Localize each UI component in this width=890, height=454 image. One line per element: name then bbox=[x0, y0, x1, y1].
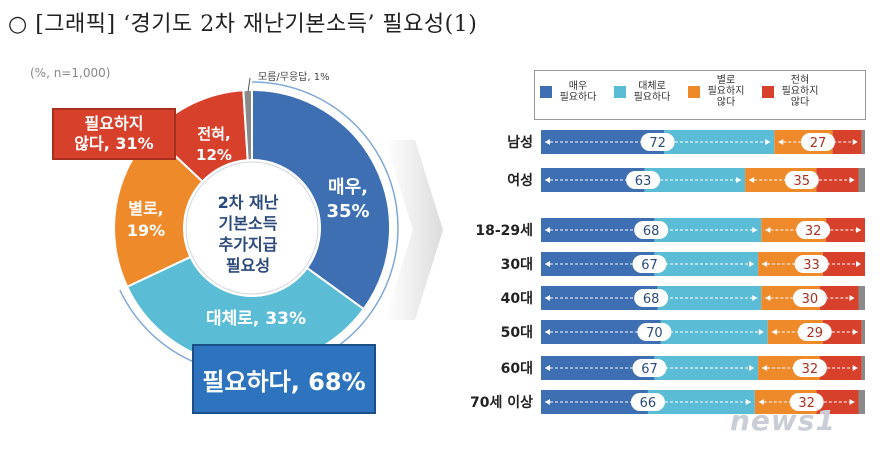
bar-segment bbox=[858, 168, 865, 192]
legend-label: 전혀 필요하지 않다 bbox=[781, 75, 819, 108]
need-total-label: 68 bbox=[643, 224, 660, 239]
need-total-pill bbox=[640, 133, 675, 151]
slice-label-very: 매우, 35% bbox=[326, 177, 370, 222]
callout-not-need: 필요하지 않다, 31% bbox=[52, 108, 176, 160]
center-line: 2차 재난 bbox=[217, 193, 279, 212]
row-label: 18-29세 bbox=[475, 223, 533, 239]
need-total-pill bbox=[637, 323, 672, 341]
not-need-total-label: 32 bbox=[802, 362, 819, 377]
not-need-total-label: 27 bbox=[810, 136, 827, 151]
need-total-label: 66 bbox=[640, 396, 657, 411]
not-need-total-pill bbox=[796, 221, 831, 239]
legend-item: 매우 필요하다 bbox=[540, 75, 600, 108]
not-need-total-pill bbox=[801, 133, 836, 151]
not-need-total-pill bbox=[792, 359, 827, 377]
pie-slice bbox=[242, 88, 253, 162]
legend: 매우 필요하다 대체로 필요하다 별로 필요하지 않다 전혀 필요하지 않다 bbox=[540, 75, 822, 108]
bar-segment bbox=[858, 286, 865, 310]
not-need-total-label: 33 bbox=[803, 258, 820, 273]
not-need-total-label: 35 bbox=[794, 174, 811, 189]
not-need-total-label: 32 bbox=[805, 224, 822, 239]
need-total-pill bbox=[632, 255, 667, 273]
not-need-total-pill bbox=[789, 393, 824, 411]
legend-label: 대체로 필요하다 bbox=[633, 80, 671, 103]
slice-label-dont-know: 모름/무응답, 1% bbox=[258, 72, 330, 83]
not-need-total-pill bbox=[797, 323, 832, 341]
need-total-label: 72 bbox=[649, 136, 666, 151]
row-label: 여성 bbox=[507, 172, 533, 189]
donut-hole bbox=[185, 161, 319, 295]
not-need-total-pill bbox=[792, 289, 827, 307]
legend-box bbox=[534, 70, 866, 120]
need-total-pill bbox=[632, 359, 667, 377]
need-total-label: 67 bbox=[641, 362, 658, 377]
row-label: 70세 이상 bbox=[470, 394, 533, 411]
bar-segment bbox=[657, 286, 762, 310]
legend-swatch bbox=[540, 85, 552, 98]
watermark-logo: news1 bbox=[730, 404, 836, 437]
bar-segment bbox=[861, 130, 865, 154]
pie-slice bbox=[251, 88, 391, 311]
need-total-label: 68 bbox=[643, 292, 660, 307]
legend-swatch bbox=[688, 85, 700, 98]
chevron-arrow-icon bbox=[385, 140, 443, 320]
slice-label-somewhat: 대체로, 33% bbox=[206, 309, 306, 329]
bar-segment bbox=[861, 320, 865, 344]
need-bracket-arc bbox=[119, 81, 399, 375]
row-label: 50대 bbox=[501, 325, 533, 341]
legend-item: 전혀 필요하지 않다 bbox=[762, 75, 822, 108]
need-total-pill bbox=[626, 171, 661, 189]
legend-swatch bbox=[614, 85, 626, 98]
bar-segment bbox=[660, 320, 768, 344]
bar-segment bbox=[861, 356, 865, 380]
need-total-label: 63 bbox=[635, 174, 652, 189]
not-need-total-pill bbox=[794, 255, 829, 273]
not-need-total-label: 29 bbox=[807, 326, 824, 341]
row-label: 40대 bbox=[501, 291, 533, 307]
need-total-pill bbox=[630, 393, 665, 411]
page-title: ○ [그래픽] ‘경기도 2차 재난기본소득’ 필요성(1) bbox=[8, 12, 478, 37]
legend-label: 매우 필요하다 bbox=[559, 80, 597, 103]
legend-item: 별로 필요하지 않다 bbox=[688, 75, 748, 108]
center-line: 필요성 bbox=[225, 256, 271, 275]
row-label: 60대 bbox=[501, 361, 533, 377]
row-label: 남성 bbox=[507, 134, 533, 151]
need-total-pill bbox=[634, 221, 669, 239]
bar-segment bbox=[858, 390, 865, 414]
legend-label: 별로 필요하지 않다 bbox=[707, 75, 745, 108]
not-need-total-label: 30 bbox=[802, 292, 819, 307]
not-need-total-pill bbox=[784, 171, 819, 189]
need-total-label: 70 bbox=[646, 326, 663, 341]
slice-label-not-at-all: 전혀, 12% bbox=[196, 125, 232, 164]
sample-note: (%, n=1,000) bbox=[30, 66, 111, 80]
donut-center-title: 2차 재난 기본소득 추가지급 필요성 bbox=[198, 192, 298, 276]
dont-know-leader bbox=[247, 77, 251, 93]
need-total-pill bbox=[634, 289, 669, 307]
center-line: 기본소득 bbox=[218, 214, 278, 233]
center-line: 추가지급 bbox=[218, 235, 278, 254]
legend-swatch bbox=[762, 85, 774, 98]
legend-item: 대체로 필요하다 bbox=[614, 75, 674, 108]
not-need-total-label: 32 bbox=[798, 396, 815, 411]
callout-need: 필요하다, 68% bbox=[192, 344, 376, 414]
slice-label-not-much: 별로, 19% bbox=[126, 199, 166, 240]
row-label: 30대 bbox=[501, 257, 533, 273]
need-total-label: 67 bbox=[641, 258, 658, 273]
